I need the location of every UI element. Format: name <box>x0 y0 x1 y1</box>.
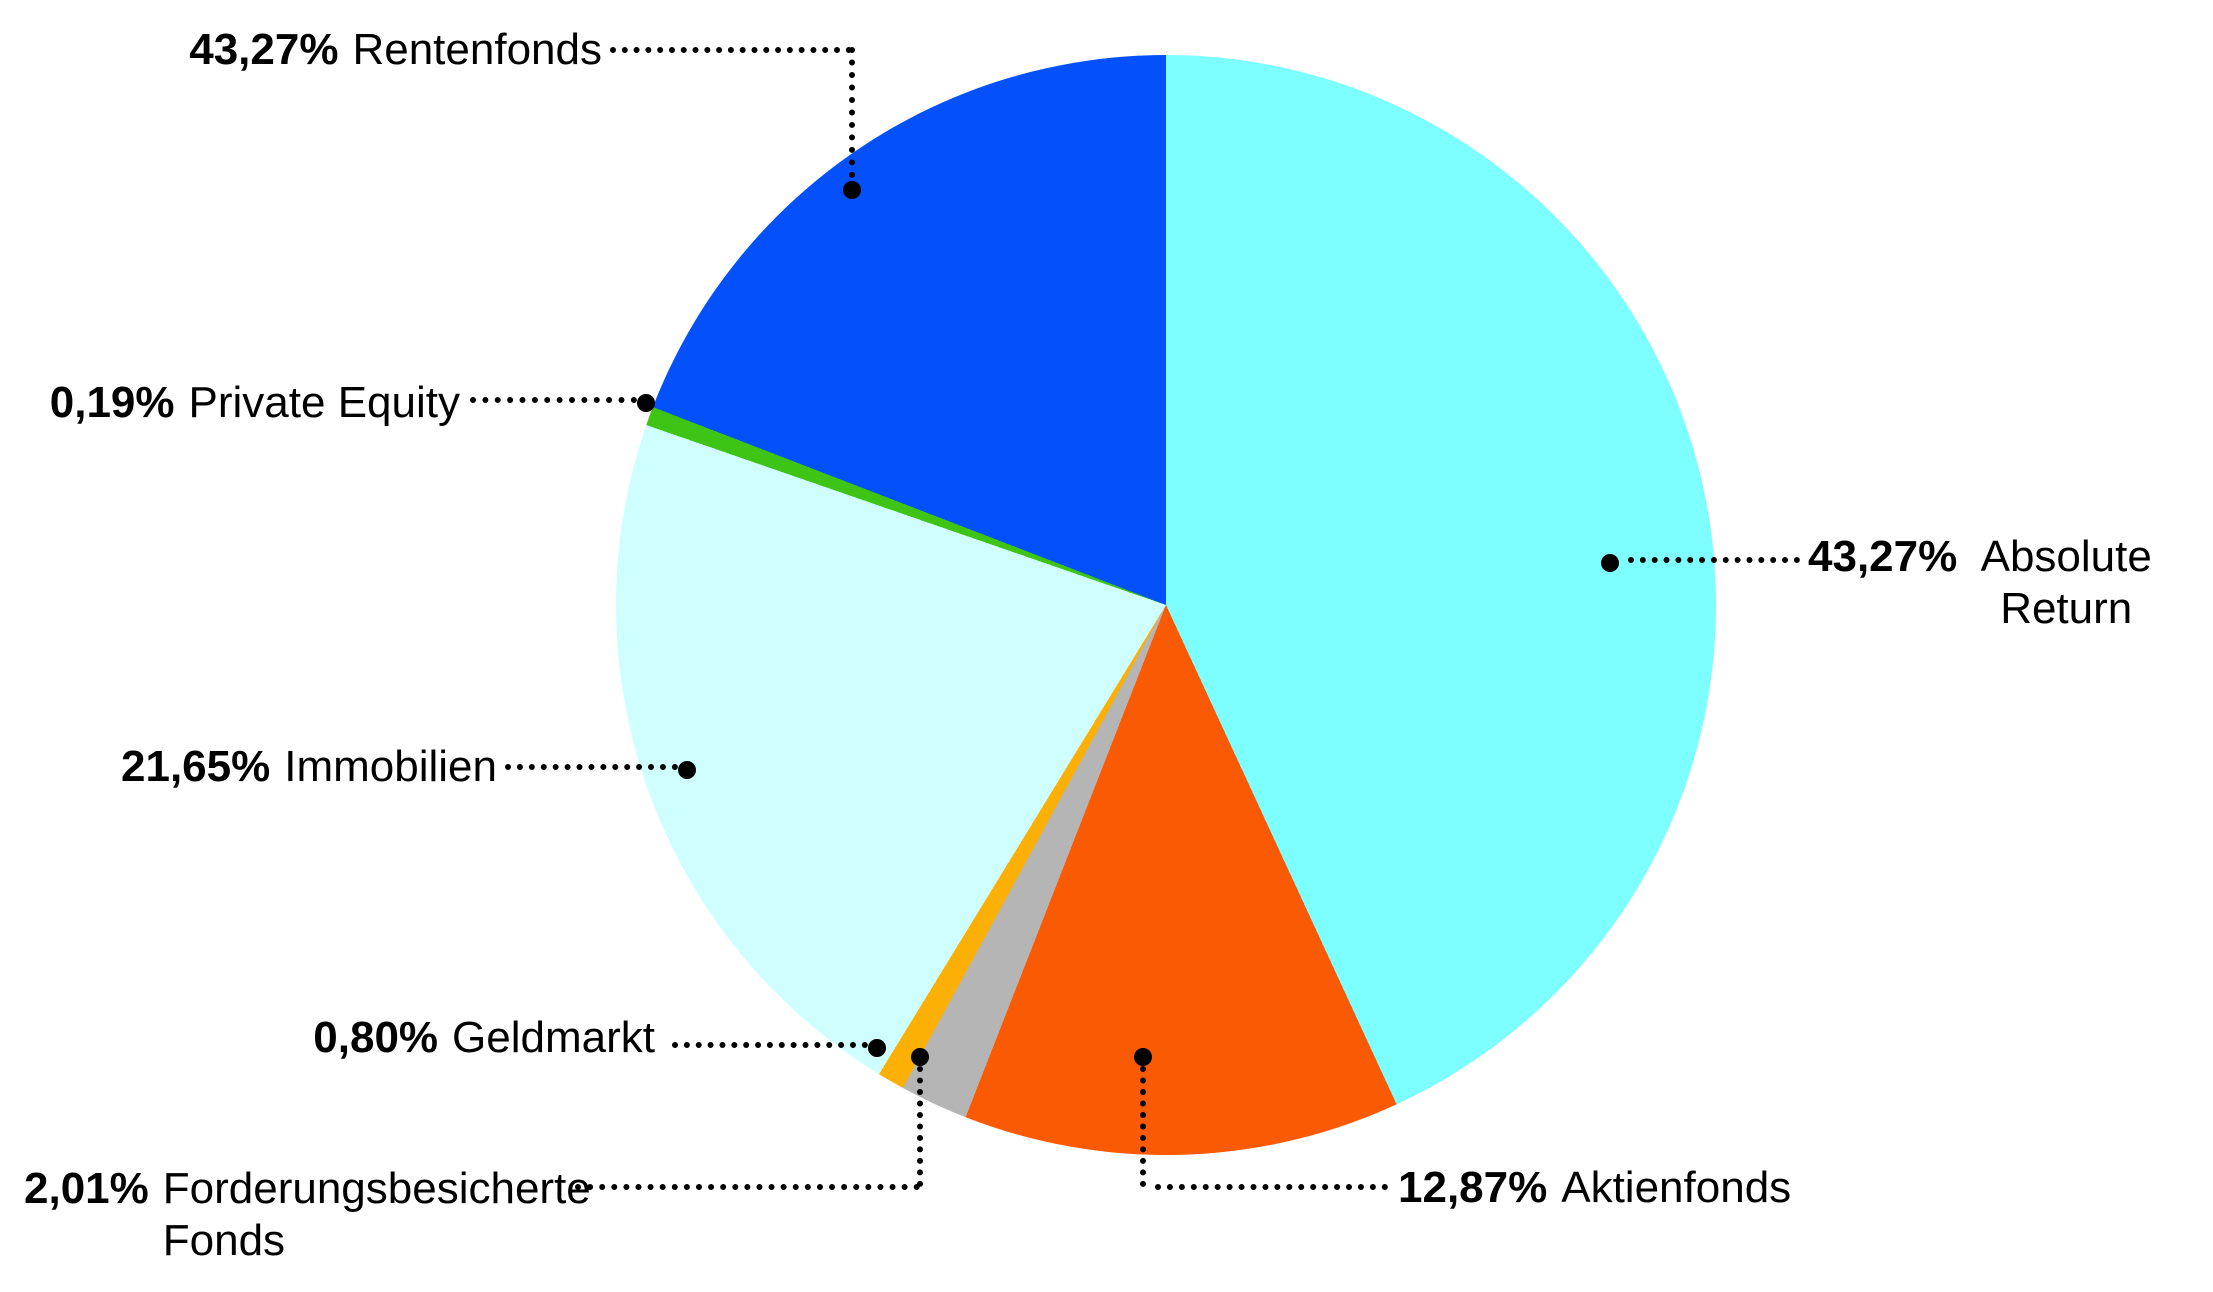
label-immobilien: 21,65% Immobilien <box>121 741 497 793</box>
label-rentenfonds-name: Rentenfonds <box>352 25 602 74</box>
label-forderungsbesicherte-fonds: 2,01% Forderungsbesicherte Fonds <box>24 1163 633 1267</box>
label-private-equity-percent: 0,19% <box>49 378 175 427</box>
leader-line-aktienfonds-horizontal <box>1155 1184 1388 1190</box>
label-aktienfonds-percent: 12,87% <box>1398 1163 1548 1212</box>
leader-line-rentenfonds-horizontal <box>610 47 852 53</box>
label-aktienfonds: 12,87% Aktienfonds <box>1398 1162 1791 1214</box>
leader-line-absolute-return <box>1628 557 1800 563</box>
label-immobilien-percent: 21,65% <box>121 742 271 791</box>
leader-dot-absolute-return <box>1601 554 1619 572</box>
leader-dot-rentenfonds <box>843 181 861 199</box>
label-geldmarkt-percent: 0,80% <box>313 1013 439 1062</box>
label-private-equity: 0,19% Private Equity <box>50 377 460 429</box>
label-aktienfonds-name: Aktienfonds <box>1561 1163 1792 1212</box>
label-geldmarkt: 0,80% Geldmarkt <box>313 1012 655 1064</box>
leader-dot-private-equity <box>637 394 655 412</box>
leader-dot-geldmarkt <box>868 1039 886 1057</box>
label-absolute-return-percent: 43,27% <box>1808 532 1958 581</box>
leader-line-rentenfonds-vertical <box>849 47 855 178</box>
label-rentenfonds-percent: 43,27% <box>189 25 339 74</box>
leader-dot-immobilien <box>678 761 696 779</box>
leader-line-aktienfonds-vertical <box>1140 1066 1146 1187</box>
leader-line-forderungsbesicherte-horizontal <box>575 1184 920 1190</box>
leader-line-immobilien <box>505 764 678 770</box>
leader-line-forderungsbesicherte-vertical <box>917 1066 923 1187</box>
leader-dot-forderungsbesicherte <box>911 1048 929 1066</box>
pie-chart <box>616 55 1716 1155</box>
label-private-equity-name: Private Equity <box>188 378 460 427</box>
leader-dot-aktienfonds <box>1134 1048 1152 1066</box>
label-forderungsbesicherte-percent: 2,01% <box>24 1164 149 1213</box>
leader-line-private-equity <box>470 397 637 403</box>
label-absolute-return: 43,27% Absolute Return <box>1808 531 2161 635</box>
label-geldmarkt-name: Geldmarkt <box>452 1013 655 1062</box>
label-absolute-return-name: Absolute Return <box>1980 532 2152 633</box>
label-immobilien-name: Immobilien <box>284 742 497 791</box>
leader-line-geldmarkt <box>672 1042 868 1048</box>
label-rentenfonds: 43,27% Rentenfonds <box>189 24 602 76</box>
label-forderungsbesicherte-name: Forderungsbesicherte Fonds <box>162 1164 591 1265</box>
